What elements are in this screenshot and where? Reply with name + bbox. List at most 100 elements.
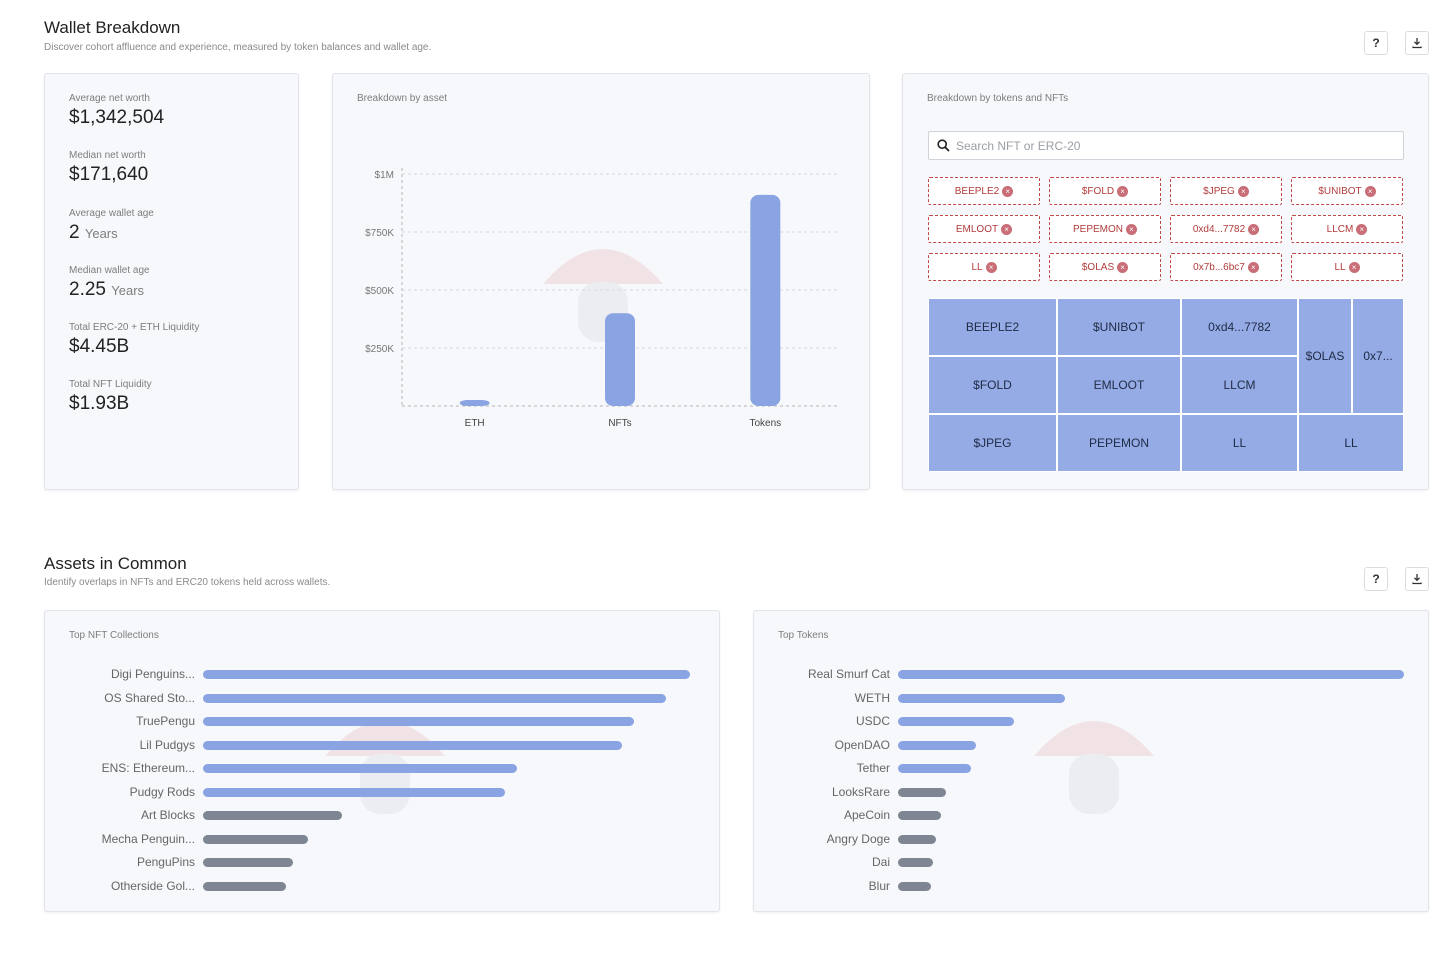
bar[interactable]	[203, 881, 286, 891]
remove-chip-icon[interactable]: ×	[1248, 223, 1260, 235]
bar[interactable]	[898, 881, 931, 891]
filter-chip[interactable]: 0x7b...6bc7 ×	[1170, 253, 1282, 281]
remove-chip-icon[interactable]: ×	[1117, 185, 1129, 197]
stat-label: Average wallet age	[69, 208, 154, 219]
tokens-nfts-card: Breakdown by tokens and NFTs BEEPLE2×$FO…	[902, 73, 1429, 490]
bar-label: Otherside Gol...	[110, 878, 195, 893]
remove-chip-icon[interactable]: ×	[1364, 185, 1376, 197]
chip-label: BEEPLE2	[954, 185, 1000, 197]
filter-chip[interactable]: $UNIBOT ×	[1291, 177, 1403, 205]
bar[interactable]	[898, 670, 1404, 679]
filter-chip[interactable]: LL ×	[928, 253, 1040, 281]
bar[interactable]	[898, 811, 941, 820]
filter-chip[interactable]: $OLAS ×	[1049, 253, 1161, 281]
bar-label: LooksRare	[831, 784, 890, 799]
treemap-cell[interactable]: LLCM	[1181, 356, 1298, 414]
bar[interactable]	[898, 693, 1065, 703]
remove-chip-icon[interactable]: ×	[1002, 185, 1014, 197]
chip-label: PEPEMON	[1072, 223, 1123, 235]
download-button[interactable]	[1405, 567, 1429, 591]
nft-collections-card: Top NFT Collections Digi Penguins... OS S…	[44, 610, 720, 912]
chip-label: LL	[1334, 261, 1346, 273]
treemap-cell[interactable]: 0xd4...7782	[1181, 298, 1298, 356]
bar-label: USDC	[855, 714, 890, 728]
bar[interactable]	[203, 693, 666, 703]
filter-chip[interactable]: EMLOOT ×	[928, 215, 1040, 243]
bar[interactable]	[898, 787, 947, 797]
bar[interactable]	[203, 764, 518, 773]
bar-row: LooksRare	[754, 784, 890, 800]
treemap-cell[interactable]: BEEPLE2	[928, 298, 1057, 356]
stat-label: Average net worth	[69, 93, 150, 104]
treemap-cell[interactable]: LL	[1298, 414, 1404, 472]
bar-eth[interactable]	[459, 400, 490, 406]
watermark-logo	[1034, 721, 1154, 814]
bar[interactable]	[203, 670, 690, 679]
filter-chip[interactable]: $JPEG ×	[1170, 177, 1282, 205]
bar-label: Dai	[871, 855, 890, 869]
filter-chip[interactable]: LLCM ×	[1291, 215, 1403, 243]
bar[interactable]	[898, 764, 972, 773]
stats-card: Average net worth $1,342,504 Median net …	[44, 73, 299, 490]
chip-label: $OLAS	[1081, 261, 1115, 273]
treemap-cell[interactable]: $JPEG	[928, 414, 1057, 472]
y-tick-label: $750K	[365, 228, 394, 239]
bar[interactable]	[203, 717, 634, 726]
treemap-cell[interactable]: EMLOOT	[1057, 356, 1181, 414]
filter-chip[interactable]: PEPEMON ×	[1049, 215, 1161, 243]
bar[interactable]	[203, 834, 308, 844]
bar[interactable]	[203, 811, 342, 820]
chip-label: $UNIBOT	[1318, 185, 1362, 197]
stat-label: Total ERC-20 + ETH Liquidity	[69, 322, 200, 333]
top-tokens-title: Top Tokens	[778, 630, 829, 641]
remove-chip-icon[interactable]: ×	[1247, 261, 1259, 273]
remove-chip-icon[interactable]: ×	[1126, 223, 1137, 235]
bar-row: Angry Doge	[754, 831, 890, 847]
bar[interactable]	[203, 740, 622, 750]
help-button[interactable]: ?	[1364, 31, 1388, 55]
bar[interactable]	[898, 717, 1015, 726]
bar[interactable]	[898, 740, 977, 750]
treemap-cell[interactable]: $FOLD	[928, 356, 1057, 414]
bar-label: Real Smurf Cat	[807, 667, 890, 681]
search-input[interactable]	[956, 138, 1396, 153]
treemap-cell[interactable]: $UNIBOT	[1057, 298, 1181, 356]
filter-chip[interactable]: LL ×	[1291, 253, 1403, 281]
filter-chip[interactable]: $FOLD ×	[1049, 177, 1161, 205]
wallet-breakdown-title: Wallet Breakdown	[44, 18, 181, 37]
treemap-cell[interactable]: LL	[1181, 414, 1298, 472]
asset-bar-chart: $250K $500K $750K $1M ETH NFTs Tokens	[365, 168, 838, 429]
remove-chip-icon[interactable]: ×	[985, 261, 997, 273]
filter-chip[interactable]: BEEPLE2 ×	[928, 177, 1040, 205]
bar-tokens[interactable]	[750, 194, 781, 406]
bar-row: Digi Penguins...	[45, 666, 195, 682]
treemap-cell[interactable]: 0x7...	[1352, 298, 1404, 414]
help-button[interactable]: ?	[1364, 567, 1388, 591]
stat-erc20-eth-liquidity: Total ERC-20 + ETH Liquidity $4.45B	[69, 322, 199, 358]
bar[interactable]	[203, 787, 505, 797]
remove-chip-icon[interactable]: ×	[1348, 261, 1360, 273]
bar[interactable]	[898, 858, 934, 867]
remove-chip-icon[interactable]: ×	[1237, 185, 1249, 197]
bar-label: ApeCoin	[843, 808, 890, 822]
bar-row: ApeCoin	[754, 807, 890, 823]
stat-value: 2 Years	[69, 222, 118, 243]
y-tick-label: $1M	[375, 170, 394, 181]
remove-chip-icon[interactable]: ×	[1356, 223, 1368, 235]
stat-label: Total NFT Liquidity	[69, 379, 152, 390]
stat-value: $1,342,504	[69, 107, 165, 128]
remove-chip-icon[interactable]: ×	[1117, 261, 1129, 273]
remove-chip-icon[interactable]: ×	[1001, 223, 1013, 235]
bar-row: OS Shared Sto...	[45, 690, 195, 706]
search-field[interactable]	[928, 131, 1404, 160]
bar-row: OpenDAO	[754, 737, 890, 753]
filter-chip[interactable]: 0xd4...7782 ×	[1170, 215, 1282, 243]
bar-nfts[interactable]	[605, 313, 635, 406]
y-tick-label: $250K	[365, 344, 394, 355]
bar[interactable]	[898, 834, 936, 844]
treemap-cell[interactable]: $OLAS	[1298, 298, 1352, 414]
stat-value: $1.93B	[69, 393, 130, 414]
bar[interactable]	[203, 858, 294, 867]
treemap-cell[interactable]: PEPEMON	[1057, 414, 1181, 472]
download-button[interactable]	[1405, 31, 1429, 55]
